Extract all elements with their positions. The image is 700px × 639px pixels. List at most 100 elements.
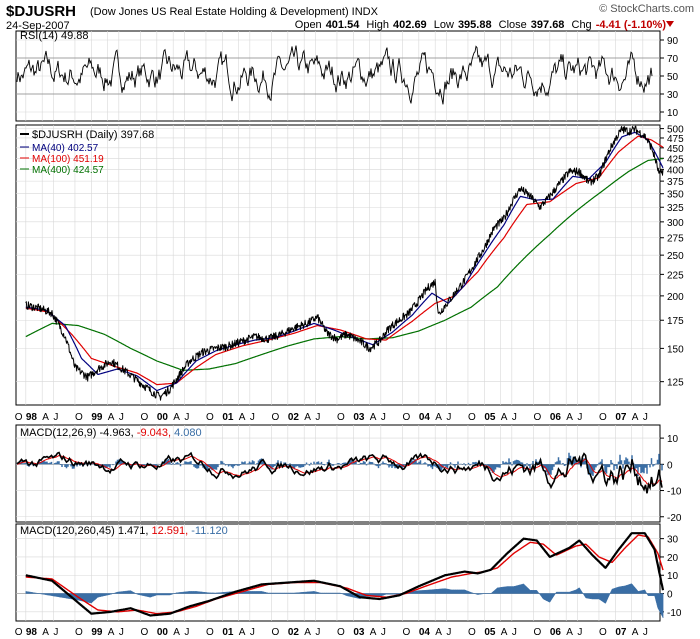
open-label: Open [294,19,322,31]
x-axis-tick-label: O [140,412,148,423]
macd-long-legend: MACD(120,260,45) 1.471, 12.591, -11.120 [20,525,228,537]
close-label: Close [498,19,527,31]
x-axis-tick-label: O [599,412,607,423]
x-axis-tick-label: J [250,412,255,423]
price-axis-tick-label: 300 [667,218,684,229]
x-axis-tick-label: A [239,627,246,638]
rsi-axis-tick-label: 30 [667,90,679,101]
x-axis-tick-label: 03 [353,627,365,638]
quote-summary: Open 401.54 High 402.69 Low 395.88 Close 397… [295,19,666,31]
x-axis-tick-label: J [315,627,320,638]
price-axis-tick-label: 250 [667,251,684,262]
ma400-line [25,157,664,371]
x-axis-tick-label: A [501,627,508,638]
macd-long-histogram [25,583,664,619]
x-axis-tick-label: A [566,412,573,423]
macd-long-panel-frame: -10 0 10 20 30 [15,523,682,622]
x-axis-tick-label: J [53,627,58,638]
macd-short-panel-frame: -20 -10 0 10 [15,424,682,524]
ma40-line [25,131,664,392]
macd-short-axis-tick-label: -20 [667,513,682,524]
x-axis-tick-label: J [381,412,386,423]
x-axis-tick-label: O [15,412,23,423]
price-axis-tick-label: 275 [667,234,684,245]
x-axis-tick-label: 05 [484,412,496,423]
symbol-title: $DJUSRH [6,3,77,20]
x-axis-tick-label: 07 [615,412,627,423]
legend-ma400: MA(400) 424.57 [32,165,104,176]
x-axis-tick-label: J [184,627,189,638]
x-axis-tick-label: 01 [222,627,234,638]
price-axis-tick-label: 450 [667,144,684,155]
x-axis-tick-label: 04 [419,627,431,638]
x-axis-tick-label: 05 [484,627,496,638]
x-axis-tick-label: O [15,627,23,638]
x-axis-tick-label: O [75,627,83,638]
x-axis-tick-label: A [370,627,377,638]
x-axis-tick-label: O [402,412,410,423]
macd-long-panel: MACD(120,260,45) 1.471, 12.591, -11.120 [20,525,228,537]
macd-long-signal-line [25,534,664,615]
close-value: 397.68 [530,19,565,31]
price-axis-tick-label: 225 [667,270,684,281]
price-axis-tick-label: 125 [667,378,684,389]
x-axis-tick-label: J [512,412,517,423]
price-legend: $DJUSRH (Daily) 397.68 MA(40) 402.57 MA(… [20,129,154,176]
price-axis-tick-label: 350 [667,190,684,201]
high-value: 402.69 [393,19,427,31]
x-axis-tick-label: 00 [157,627,169,638]
x-axis-tick-label: O [599,627,607,638]
x-axis-tick-label: A [304,412,311,423]
x-axis-tick-label: O [140,627,148,638]
x-axis-tick-label: O [533,627,541,638]
x-axis-tick-label: O [337,627,345,638]
x-axis-tick-label: O [271,412,279,423]
x-axis-tick-label: A [42,627,49,638]
x-axis-tick-label: O [533,412,541,423]
x-axis-tick-label: J [119,412,124,423]
macd-short-axis-tick-label: 0 [667,460,673,471]
macd-long-axis-tick-label: 0 [667,590,673,601]
x-axis-tick-label: 98 [26,627,38,638]
price-axis-tick-label: 375 [667,177,684,188]
price-panel: $DJUSRH (Daily) 397.68 MA(40) 402.57 MA(… [20,129,154,176]
quote-date: 24-Sep-2007 [6,20,70,32]
x-axis-tick-label: J [577,412,582,423]
open-value: 401.54 [325,19,360,31]
x-axis-tick-label: J [315,412,320,423]
x-axis-tick-label: 04 [419,412,431,423]
price-axis-tick-label: 175 [667,316,684,327]
x-axis-tick-label: O [271,627,279,638]
x-axis-tick-label: 98 [26,412,38,423]
x-axis-tick-label: J [577,627,582,638]
macd-long-axis-tick-label: 10 [667,571,679,582]
macd-long-line [25,532,665,617]
rsi-axis-tick-label: 50 [667,72,679,83]
price-axis-tick-label: 500 [667,125,684,136]
x-axis-tick-label: J [446,412,451,423]
x-axis-tick-label: A [42,412,49,423]
x-axis-tick-label: A [632,412,639,423]
x-axis-tick-label: O [75,412,83,423]
x-axis-tick-label: O [468,412,476,423]
x-axis-tick-label: O [206,627,214,638]
x-axis-tick-label: J [53,412,58,423]
x-axis-tick-label: A [173,627,180,638]
price-axis-tick-label: 150 [667,344,684,355]
x-axis-tick-label: J [119,627,124,638]
x-axis-tick-label: J [184,412,189,423]
x-axis-tick-label: A [501,412,508,423]
chg-label: Chg [571,19,592,31]
x-axis-tick-label: A [304,627,311,638]
x-axis-tick-label: A [370,412,377,423]
x-axis-tick-label: O [402,627,410,638]
x-axis-tick-label: A [435,412,442,423]
price-panel-frame: 1251501752002252502753003253503754004254… [15,124,684,406]
x-axis-tick-label: 03 [353,412,365,423]
x-axis-tick-label: A [239,412,246,423]
stockcharts-logo[interactable]: © StockCharts.com [599,3,694,15]
x-axis-tick-label: A [566,627,573,638]
macd-short-legend: MACD(12,26,9) -4.963, -9.043, 4.080 [20,427,202,439]
macd-long-axis-tick-label: -10 [667,608,682,619]
x-axis-tick-label: J [381,627,386,638]
